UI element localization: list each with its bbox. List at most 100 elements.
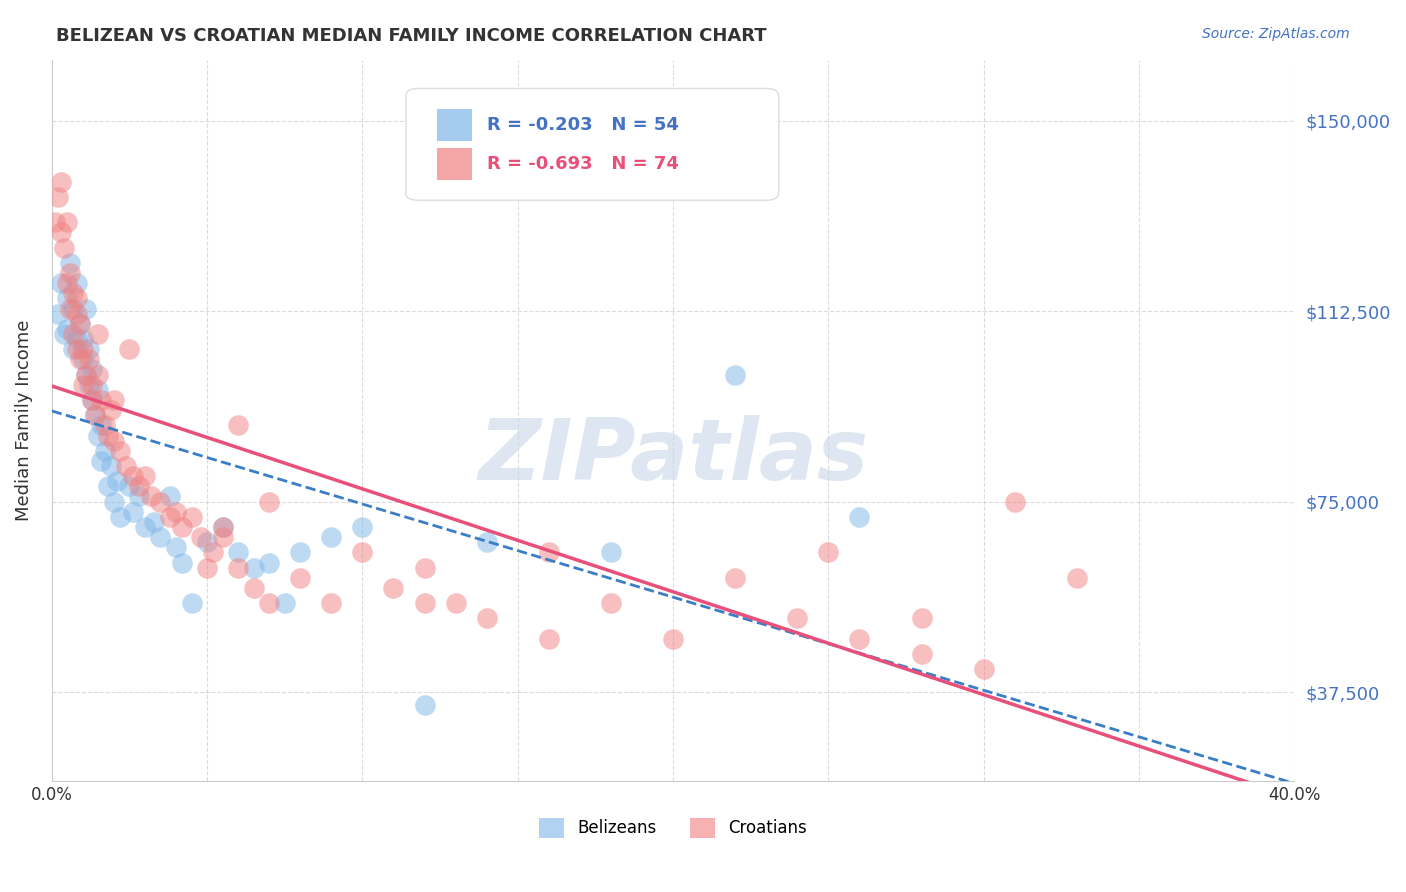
Point (49, 174, 72, 188)
FancyBboxPatch shape (437, 109, 472, 141)
Point (195, 535, 218, 549)
Point (93, 443, 115, 458)
Point (226, 545, 249, 559)
Point (141, 490, 163, 504)
Point (242, 581, 264, 595)
Point (115, 458, 138, 473)
FancyBboxPatch shape (437, 147, 472, 180)
Point (149, 494, 172, 508)
Point (172, 520, 194, 534)
Point (475, 535, 498, 549)
Point (53, 241, 76, 255)
Point (56, 322, 79, 336)
Point (211, 530, 233, 544)
Point (257, 596, 280, 610)
Point (72, 332, 94, 346)
Point (77, 377, 100, 392)
Point (226, 560, 249, 574)
Point (1004, 494, 1026, 508)
Point (190, 530, 212, 544)
Point (257, 556, 280, 570)
Point (274, 596, 297, 610)
Point (103, 494, 125, 508)
Point (413, 596, 436, 610)
Point (93, 418, 115, 433)
Point (90, 392, 112, 407)
Text: BELIZEAN VS CROATIAN MEDIAN FAMILY INCOME CORRELATION CHART: BELIZEAN VS CROATIAN MEDIAN FAMILY INCOM… (56, 27, 766, 45)
Point (537, 545, 560, 559)
Point (65, 291, 87, 305)
Point (159, 509, 181, 524)
Point (600, 596, 623, 610)
Y-axis label: Median Family Income: Median Family Income (15, 319, 32, 521)
Point (180, 596, 202, 610)
Point (90, 454, 112, 468)
Point (105, 475, 128, 489)
Point (118, 342, 141, 356)
Point (121, 469, 143, 483)
Point (128, 490, 150, 504)
Point (69, 352, 91, 367)
Point (56, 215, 79, 229)
Point (321, 596, 343, 610)
Point (786, 611, 808, 625)
Point (159, 490, 181, 504)
Point (100, 403, 122, 417)
Point (817, 545, 839, 559)
Point (352, 545, 374, 559)
Point (62, 342, 84, 356)
Point (290, 545, 312, 559)
Point (87, 326, 110, 341)
Point (97, 428, 120, 442)
Point (537, 632, 560, 646)
Point (75, 368, 97, 382)
Point (172, 556, 194, 570)
Point (165, 505, 187, 519)
Point (195, 560, 218, 574)
Point (128, 479, 150, 493)
Point (59, 301, 82, 316)
Point (69, 317, 91, 331)
Point (848, 509, 870, 524)
Point (69, 317, 91, 331)
Point (290, 571, 312, 585)
Point (56, 291, 79, 305)
Point (44, 215, 66, 229)
Point (444, 596, 467, 610)
Point (724, 571, 747, 585)
Point (65, 342, 87, 356)
Text: Source: ZipAtlas.com: Source: ZipAtlas.com (1202, 27, 1350, 41)
Point (87, 428, 110, 442)
Point (134, 520, 156, 534)
Point (149, 530, 172, 544)
Point (82, 377, 104, 392)
Point (62, 286, 84, 301)
Point (848, 632, 870, 646)
Point (413, 698, 436, 712)
Point (103, 392, 125, 407)
Point (1066, 571, 1088, 585)
Point (143, 515, 166, 529)
Point (84, 408, 107, 422)
Point (56, 276, 79, 290)
Point (910, 647, 932, 661)
Point (49, 276, 72, 290)
Point (77, 342, 100, 356)
Point (49, 225, 72, 239)
Point (103, 434, 125, 448)
Point (65, 332, 87, 346)
Point (211, 520, 233, 534)
Point (84, 408, 107, 422)
Point (108, 509, 131, 524)
Legend: Belizeans, Croatians: Belizeans, Croatians (533, 811, 814, 845)
Point (352, 520, 374, 534)
Point (134, 469, 156, 483)
Point (62, 326, 84, 341)
Point (59, 256, 82, 270)
Point (475, 611, 498, 625)
Point (82, 392, 104, 407)
Text: R = -0.693   N = 74: R = -0.693 N = 74 (486, 155, 679, 173)
Point (413, 560, 436, 574)
Point (226, 418, 249, 433)
Point (910, 611, 932, 625)
